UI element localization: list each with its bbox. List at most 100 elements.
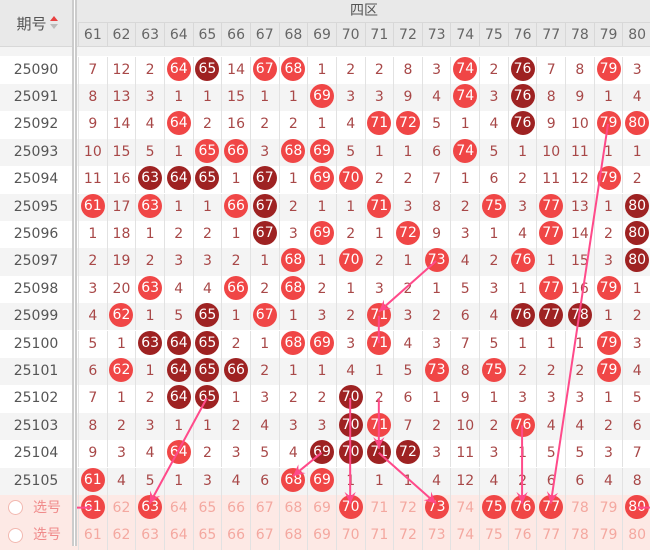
number-cell: 77 (536, 193, 565, 221)
number-cell: 5 (536, 440, 565, 468)
number-cell: 6 (565, 467, 594, 495)
select-number-cell[interactable]: 80 (622, 522, 650, 550)
drawn-number-ball: 77 (539, 275, 564, 300)
select-number-cell[interactable]: 75 (479, 494, 508, 523)
select-number-cell[interactable]: 71 (364, 522, 394, 550)
drawn-number-ball: 77 (539, 303, 564, 328)
select-number-cell[interactable]: 66 (221, 522, 250, 550)
select-number-cell[interactable]: 78 (565, 494, 594, 523)
select-number-cell[interactable]: 64 (163, 522, 193, 550)
number-cell: 1 (335, 275, 365, 304)
number-cell: 7 (622, 440, 650, 468)
select-number-cell[interactable]: 79 (593, 522, 623, 550)
period-number: 25094 (13, 171, 59, 188)
number-cell: 6 (479, 166, 508, 194)
number-cell: 1 (335, 193, 365, 221)
select-number-cell[interactable]: 67 (249, 494, 279, 523)
number-cell: 7 (421, 166, 451, 194)
select-number-cell[interactable]: 77 (536, 522, 565, 550)
number-cell: 3 (507, 385, 537, 413)
number-cell: 1 (192, 412, 222, 441)
select-radio[interactable] (8, 527, 23, 543)
select-number-cell[interactable]: 61 (78, 494, 107, 523)
select-number-cell[interactable]: 72 (393, 522, 422, 550)
number-cell: 4 (192, 275, 222, 304)
select-number-cell[interactable]: 77 (536, 494, 565, 523)
select-number-cell[interactable]: 61 (78, 522, 107, 550)
selected-number-ball[interactable]: 75 (481, 494, 506, 519)
select-number-cell[interactable]: 65 (192, 522, 222, 550)
select-number-cell[interactable]: 65 (192, 494, 222, 523)
number-cell: 1 (393, 248, 422, 276)
table-row: 25098 3 20 63 4 4 66 2 68 2 1 3 2 1 5 3 1 77 16 79 1 (0, 275, 650, 304)
selected-number-ball[interactable]: 73 (424, 494, 449, 519)
period-number: 25091 (13, 88, 59, 105)
select-number-cell[interactable]: 71 (364, 494, 394, 523)
select-number-cell[interactable]: 79 (593, 494, 623, 523)
number-cell: 80 (622, 111, 650, 139)
select-number-cell[interactable]: 72 (393, 494, 422, 523)
select-number-cell[interactable]: 78 (565, 522, 594, 550)
period-column-header[interactable]: 期号 (0, 0, 74, 46)
column-header: 78 (565, 22, 594, 46)
select-number-cell[interactable]: 76 (507, 522, 537, 550)
number-cell: 74 (450, 83, 479, 112)
number-cell: 66 (221, 193, 250, 221)
number-cell: 64 (163, 385, 193, 413)
selected-number-ball[interactable]: 70 (338, 494, 363, 519)
number-cell: 72 (393, 440, 422, 468)
number-cell: 1 (221, 220, 250, 249)
select-number-cell[interactable]: 70 (335, 494, 365, 523)
select-number-cell[interactable]: 63 (135, 494, 164, 523)
select-number-cell[interactable]: 70 (335, 522, 365, 550)
select-number-cell[interactable]: 74 (450, 494, 479, 523)
select-radio[interactable] (8, 500, 23, 516)
column-divider[interactable] (72, 0, 77, 546)
select-number-cell[interactable]: 74 (450, 522, 479, 550)
select-number-cell[interactable]: 62 (106, 494, 136, 523)
number-cell: 70 (335, 385, 365, 413)
selected-number-ball[interactable]: 63 (138, 494, 163, 519)
number-cell: 1 (307, 111, 336, 139)
number-cell: 9 (450, 385, 479, 413)
drawn-number-ball: 75 (481, 357, 506, 382)
number-cell: 14 (565, 220, 594, 249)
selected-number-ball[interactable]: 61 (80, 494, 105, 519)
number-cell: 6 (450, 303, 479, 331)
select-number-cell[interactable]: 69 (307, 522, 336, 550)
number-cell: 1 (536, 330, 565, 358)
select-number-cell[interactable]: 63 (135, 522, 164, 550)
select-number-cell[interactable]: 66 (221, 494, 250, 523)
drawn-number-ball: 70 (338, 440, 363, 465)
select-number-cell[interactable]: 69 (307, 494, 336, 523)
select-number-cell[interactable]: 68 (278, 494, 308, 523)
select-number-cell[interactable]: 73 (421, 494, 451, 523)
select-number-cell[interactable]: 62 (106, 522, 136, 550)
select-label[interactable]: 选号 (0, 522, 72, 549)
select-number-cell[interactable]: 73 (421, 522, 451, 550)
select-number-cell[interactable]: 76 (507, 494, 537, 523)
number-cell: 1 (163, 467, 193, 495)
select-number-cell[interactable]: 67 (249, 522, 279, 550)
select-number-cell[interactable]: 64 (163, 494, 193, 523)
column-header: 69 (307, 22, 336, 46)
drawn-number-ball: 69 (310, 440, 334, 465)
number-cell: 3 (364, 83, 394, 112)
select-number-cell[interactable]: 75 (479, 522, 508, 550)
number-cell: 10 (78, 138, 107, 167)
number-cell: 1 (450, 166, 479, 194)
number-cell: 4 (565, 412, 594, 441)
number-cell: 63 (135, 166, 164, 194)
select-number-cell[interactable]: 80 (622, 494, 650, 523)
selected-number-ball[interactable]: 76 (510, 494, 535, 519)
select-label[interactable]: 选号 (0, 495, 72, 522)
sort-up-down-icon[interactable] (49, 16, 58, 30)
selected-number-ball[interactable]: 77 (539, 494, 564, 519)
number-cell: 4 (335, 357, 365, 386)
number-cell: 3 (192, 248, 222, 276)
number-cell: 77 (536, 303, 565, 331)
number-cell: 1 (249, 330, 279, 358)
select-number-cell[interactable]: 68 (278, 522, 308, 550)
number-cell: 79 (593, 330, 623, 358)
selected-number-ball[interactable]: 80 (625, 494, 650, 519)
